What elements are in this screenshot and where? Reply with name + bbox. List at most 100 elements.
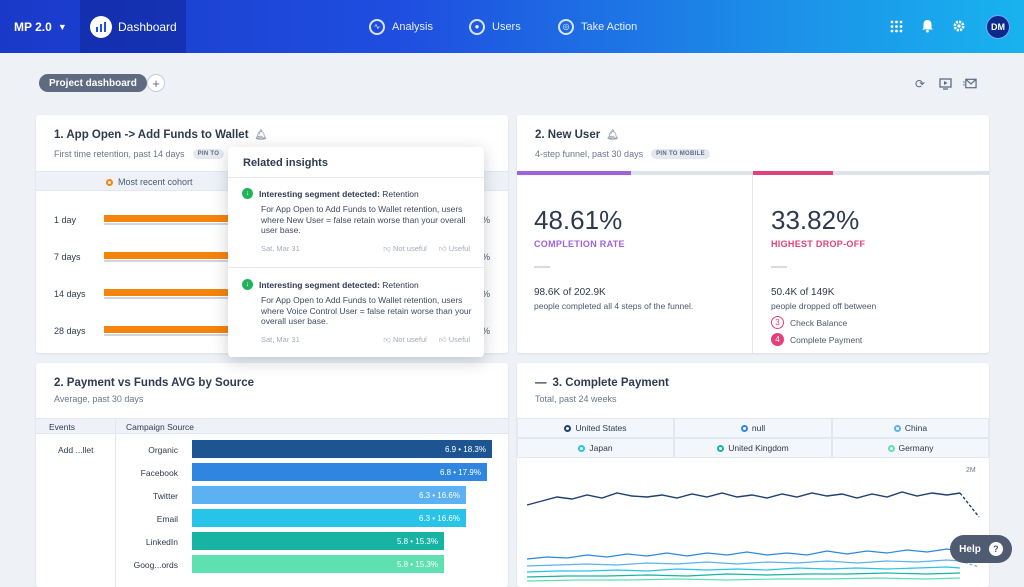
table-header: Events Campaign Source [36,418,508,434]
thumbs-down-icon: 👎︎ [383,243,391,253]
nav-take-action-label: Take Action [581,20,638,33]
source-bar-value: 6.8 • 17.9% [439,467,481,477]
email-icon[interactable] [963,77,977,90]
useful-button[interactable]: 👍︎ Useful [439,244,470,254]
card-title: 1. App Open -> Add Funds to Wallet 🔔︎ [54,129,267,141]
help-button[interactable]: Help ? [950,535,1012,563]
alert-bell-icon[interactable]: 🔔︎ [606,129,619,141]
useful-label: Useful [448,243,470,253]
retention-bar-baseline [104,297,284,299]
retention-pct: % [482,215,491,225]
legend-label: Germany [898,443,934,453]
source-label: Email [156,514,178,524]
card-title-text[interactable]: 2. New User [535,129,601,141]
retention-row-label: 1 day [54,215,77,225]
campaign-source-column-header[interactable]: Campaign Source [126,422,195,432]
source-bar-value: 6.9 • 18.3% [444,444,486,454]
pin-to-mobile-chip[interactable]: PIN TO MOBILE [651,149,710,159]
source-bar[interactable]: 6.3 • 16.6% [192,509,466,527]
card-title: — 3. Complete Payment [535,377,669,389]
card-subtitle: Average, past 30 days [54,394,143,404]
arrow-down-icon: ↓ [242,279,253,290]
source-bar-value: 6.3 • 16.6% [418,490,460,500]
present-icon[interactable] [938,77,952,90]
not-useful-button[interactable]: 👎︎ Not useful [383,335,427,345]
chevron-down-icon: ▼ [57,22,67,32]
source-bar[interactable]: 6.9 • 18.3% [192,440,492,458]
source-label: Goog...ords [133,560,178,570]
useful-button[interactable]: 👍︎ Useful [439,335,470,345]
source-label: LinkedIn [145,537,178,547]
legend-item[interactable]: United States [517,418,674,438]
card-title: 2. Payment vs Funds AVG by Source [54,377,254,389]
legend-item[interactable]: United Kingdom [674,438,832,458]
column-divider [115,418,116,587]
line-chart[interactable] [517,473,989,587]
insight-head-type: Retention [382,188,419,199]
insight-item[interactable]: ↓ Interesting segment detected: Retentio… [242,279,474,345]
related-insights-popover: Related insights ↓ Interesting segment d… [228,147,484,357]
project-selector[interactable]: MP 2.0 ▼ [14,20,67,34]
alert-bell-icon[interactable]: 🔔︎ [254,129,268,141]
card-subtitle-text: 4-step funnel, past 30 days [535,149,644,159]
dropoff-desc: people dropped off between [771,301,877,311]
source-bar[interactable]: 5.8 • 15.3% [192,532,444,550]
card-title-text[interactable]: 3. Complete Payment [552,377,669,389]
nav-analysis-label: Analysis [392,20,433,33]
insight-item[interactable]: ↓ Interesting segment detected: Retentio… [242,188,474,254]
avatar[interactable]: DM [986,15,1010,39]
pin-to-mobile-chip[interactable]: PIN TO [192,149,225,159]
legend-label: China [904,423,928,433]
card-title: 2. New User 🔔︎ [535,129,619,141]
card-title-text[interactable]: 2. Payment vs Funds AVG by Source [54,377,255,389]
legend-dot-icon [564,424,572,432]
apps-grid-icon[interactable] [888,18,904,34]
dropoff-count: 50.4K of 149K [771,287,835,298]
refresh-icon[interactable]: ⟳ [914,76,926,91]
legend-dot-icon [740,424,748,432]
retention-bar-baseline [104,334,284,336]
add-dashboard-button[interactable]: + [147,74,165,92]
nav-analysis[interactable]: ∿ Analysis [369,0,433,53]
nav-users[interactable]: ● Users [469,0,521,53]
completion-desc: people completed all 4 steps of the funn… [534,301,694,311]
source-bar[interactable]: 5.8 • 15.3% [192,555,444,573]
source-bar[interactable]: 6.3 • 16.6% [192,486,466,504]
card-subtitle: 4-step funnel, past 30 days PIN TO MOBIL… [535,149,710,159]
cohort-dot-icon [106,178,113,186]
card-subtitle-text: Average, past 30 days [54,394,144,404]
legend-dot-icon [578,444,586,452]
insight-date: Sat, Mar 31 [261,243,300,253]
popover-title: Related insights [243,157,328,169]
legend-dot-icon [887,444,895,452]
retention-bar[interactable] [104,215,284,222]
retention-pct: % [482,326,491,336]
legend-item[interactable]: Germany [832,438,989,458]
legend-item[interactable]: Japan [517,438,674,458]
insight-head-bold: Interesting segment detected: [259,279,380,290]
step-number: 4 [771,333,784,346]
retention-bar[interactable] [104,252,284,259]
question-icon: ? [988,542,1003,556]
project-name: MP 2.0 [14,20,52,34]
project-dashboard-pill[interactable]: Project dashboard [39,74,147,92]
legend-label: United Kingdom [728,443,789,453]
source-bar[interactable]: 6.8 • 17.9% [192,463,487,481]
nav-take-action[interactable]: ◎ Take Action [558,0,637,53]
bell-icon[interactable] [919,18,935,34]
gear-icon[interactable] [951,18,967,34]
insight-body: For App Open to Add Funds to Wallet rete… [261,295,472,326]
card-title-text[interactable]: 1. App Open -> Add Funds to Wallet [54,129,249,141]
insight-head-type: Retention [382,279,419,290]
retention-bar[interactable] [104,289,284,296]
not-useful-button[interactable]: 👎︎ Not useful [383,244,427,254]
dashboard-tab[interactable]: Dashboard [80,0,186,53]
events-column-header[interactable]: Events [49,422,75,432]
legend-item[interactable]: null [674,418,832,438]
retention-bar[interactable] [104,326,284,333]
dropoff-value: 33.82% [771,205,860,235]
divider [228,177,484,178]
legend-item[interactable]: China [832,418,989,438]
funnel-step[interactable]: 4 Complete Payment [771,333,862,346]
funnel-step[interactable]: 3 Check Balance [771,316,847,329]
